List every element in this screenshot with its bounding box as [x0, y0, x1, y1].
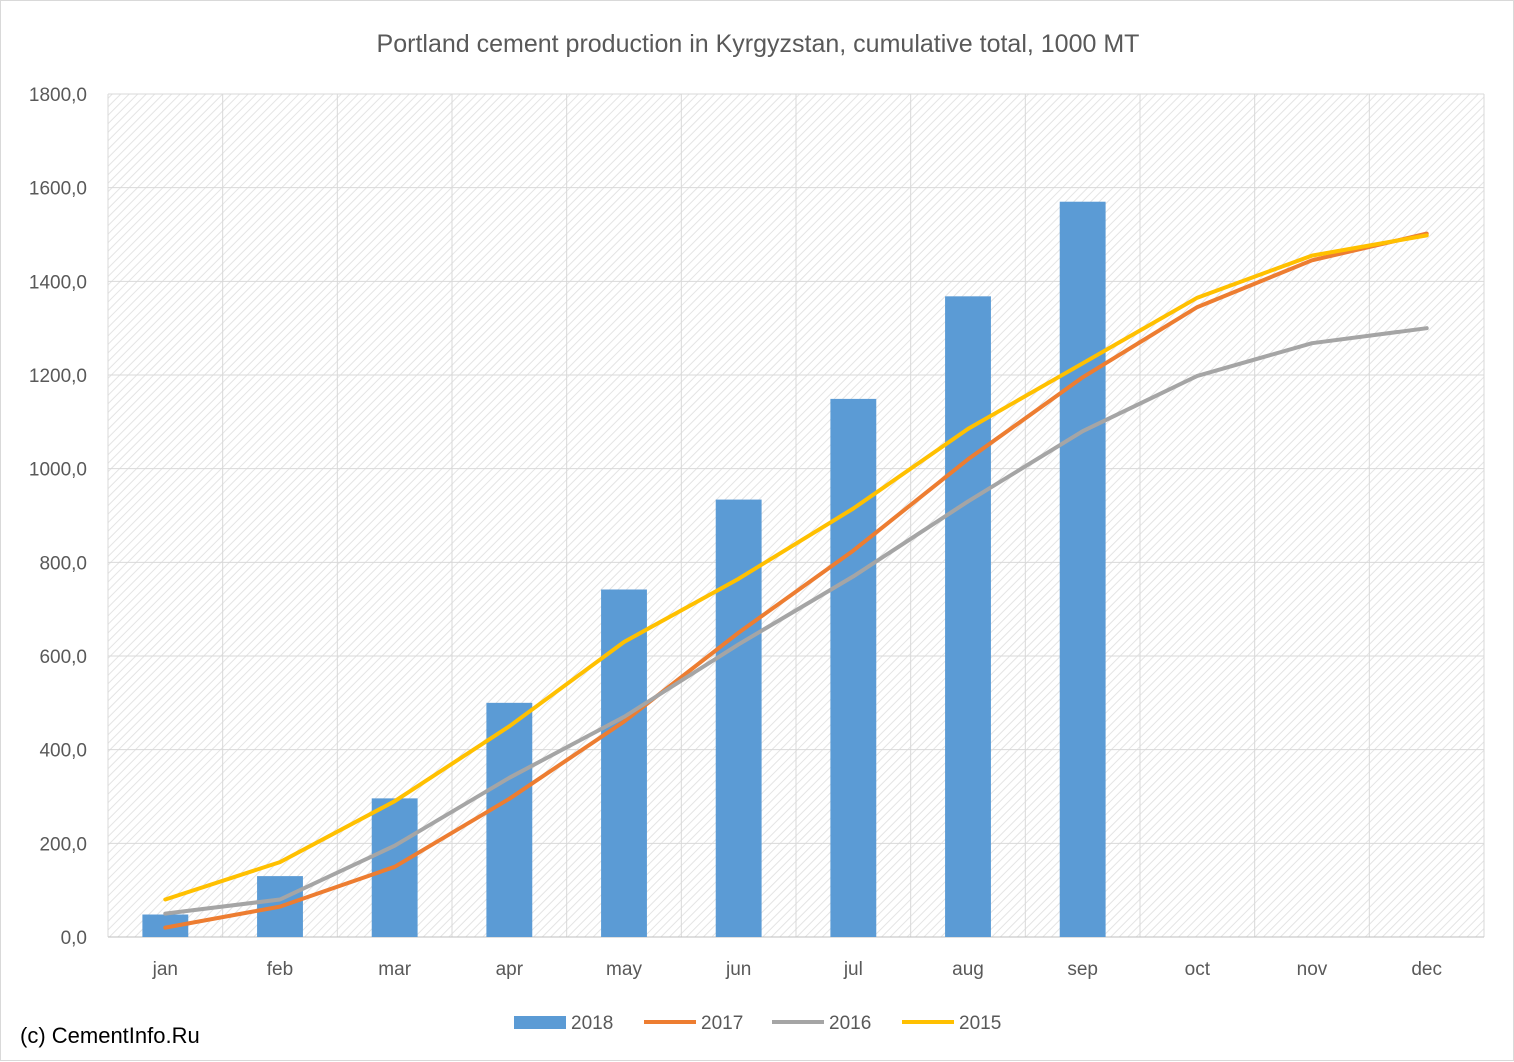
legend-item-2018: 2018: [514, 1013, 613, 1034]
bar-2018-apr: [486, 702, 533, 937]
legend-item-2017: 2017: [644, 1013, 743, 1034]
bar-2018-may: [601, 589, 647, 937]
legend-label: 2018: [571, 1013, 613, 1034]
legend: 2018 2017 2016 2015: [514, 1013, 1001, 1034]
legend-label: 2017: [701, 1013, 743, 1034]
line-series-2016: [163, 326, 1429, 916]
x-tick-label: sep: [1067, 959, 1098, 980]
legend-label: 2016: [829, 1013, 871, 1034]
y-tick-label: 400,0: [39, 741, 87, 762]
y-axis-tick-labels: 0,0 200,0 400,0 600,0 800,0 1000,0 1200,0 1400,…: [29, 85, 87, 949]
x-tick-label: apr: [496, 959, 524, 980]
x-tick-label: jan: [152, 959, 178, 980]
x-tick-label: jun: [725, 959, 751, 980]
y-tick-label: 200,0: [39, 834, 87, 855]
gridlines: [107, 93, 1485, 938]
bar-2018-jun: [715, 499, 762, 937]
y-tick-label: 0,0: [61, 928, 87, 949]
bar-2018-aug: [945, 296, 991, 937]
legend-item-2015: 2015: [902, 1013, 1001, 1034]
y-tick-label: 1200,0: [29, 366, 87, 387]
x-tick-label: mar: [378, 959, 411, 980]
x-tick-label: nov: [1297, 959, 1328, 980]
legend-swatch: [514, 1016, 566, 1029]
x-tick-label: oct: [1185, 959, 1211, 980]
copyright-note: (c) CementInfo.Ru: [20, 1023, 200, 1048]
x-tick-label: dec: [1411, 959, 1442, 980]
y-tick-label: 1600,0: [29, 179, 87, 200]
y-tick-label: 1800,0: [29, 85, 87, 106]
bar-2018-jul: [830, 398, 877, 937]
chart-title: Portland cement production in Kyrgyzstan…: [377, 30, 1140, 58]
legend-item-2016: 2016: [772, 1013, 871, 1034]
x-tick-label: jul: [843, 959, 863, 980]
series-lines: [163, 231, 1429, 930]
y-tick-label: 800,0: [39, 553, 87, 574]
x-tick-label: feb: [267, 959, 293, 980]
y-tick-label: 600,0: [39, 647, 87, 668]
bar-2018-sep: [1059, 201, 1106, 937]
legend-label: 2015: [959, 1013, 1001, 1034]
line-series-2015: [163, 233, 1429, 902]
line-series-2017: [163, 231, 1429, 930]
x-tick-label: may: [606, 959, 642, 980]
bars-2018: [142, 201, 1106, 937]
y-tick-label: 1000,0: [29, 460, 87, 481]
x-tick-label: aug: [952, 959, 984, 980]
y-tick-label: 1400,0: [29, 272, 87, 293]
x-axis-tick-labels: jan feb mar apr may jun jul aug sep oct nov dec: [152, 959, 1442, 980]
